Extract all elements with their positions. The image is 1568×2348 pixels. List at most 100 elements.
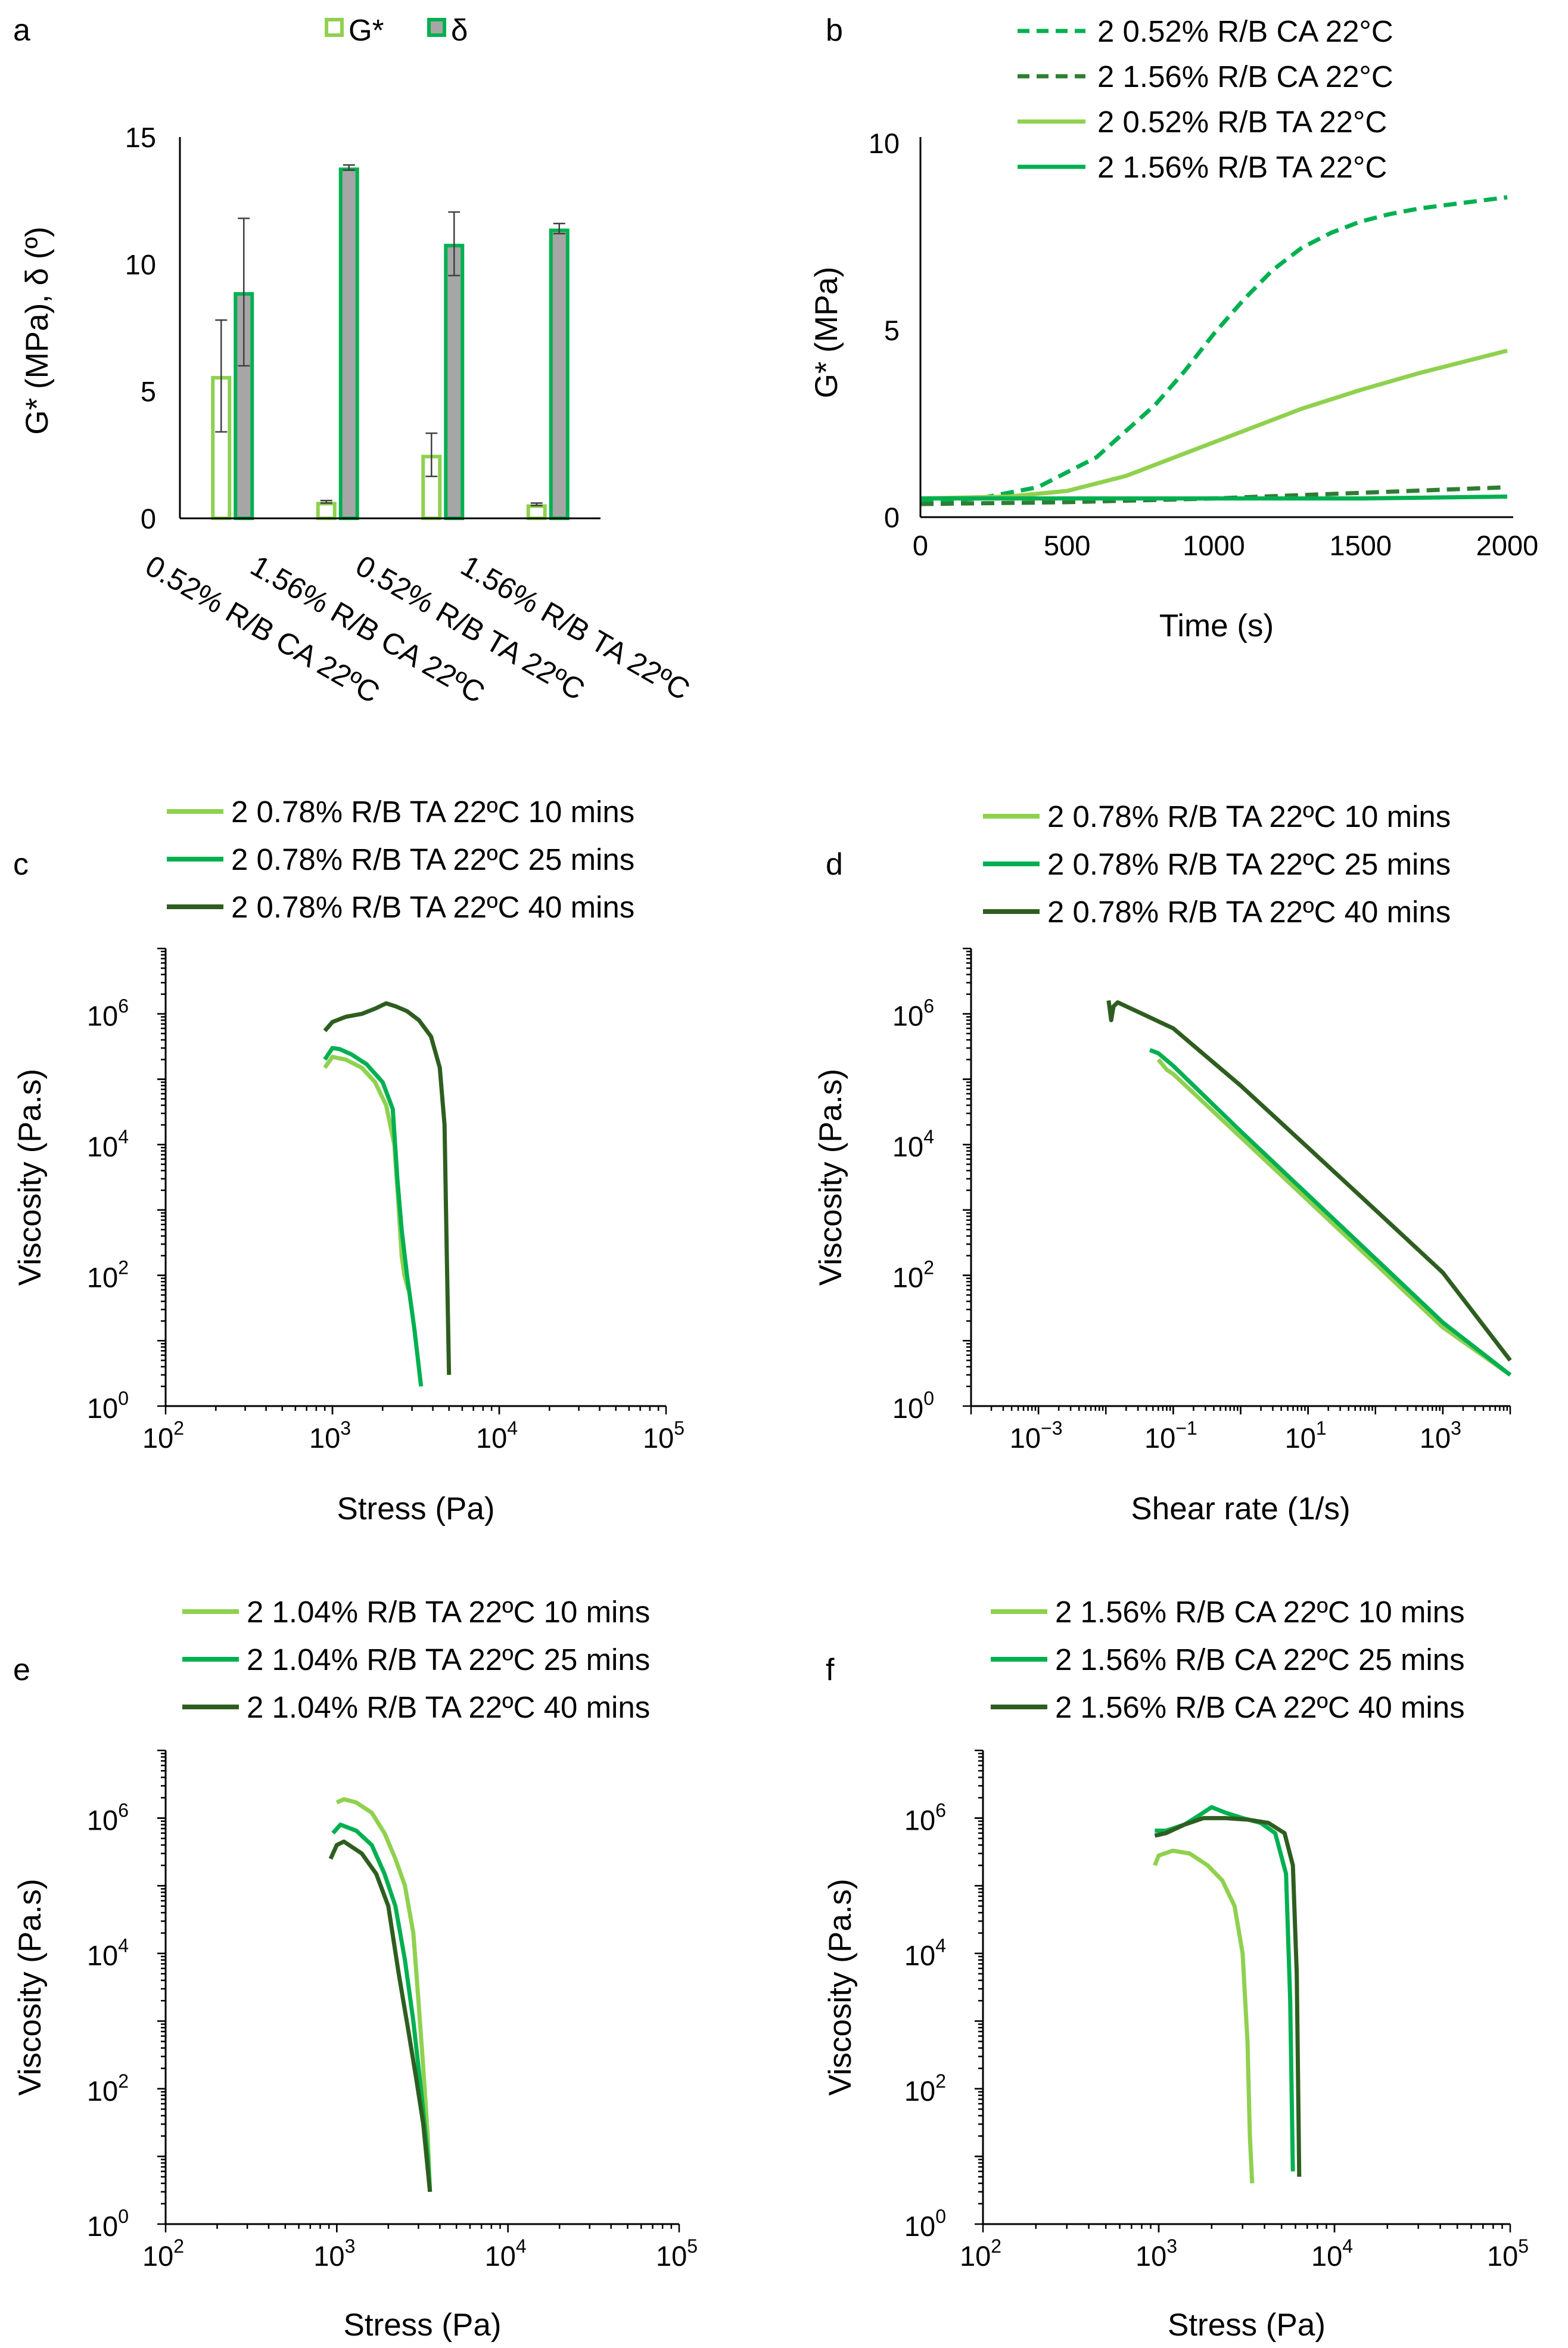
xtick-exponent: 4: [516, 2235, 527, 2257]
xtick-label: 2000: [1476, 530, 1539, 561]
panel-e-plot: [328, 1797, 433, 2192]
ytick-exponent: 2: [935, 2070, 946, 2092]
ytick-label: 102: [904, 2070, 946, 2107]
ytick-label: 106: [892, 996, 934, 1032]
panel-d-label: d: [826, 847, 843, 882]
panel-a-legend: G* δ: [325, 13, 468, 47]
ytick-label: 100: [87, 2206, 129, 2242]
ytick-label: 5: [884, 315, 900, 346]
panel-a-ylabel: G* (MPa), δ (º): [20, 226, 55, 434]
legend-label: 2 0.78% R/B TA 22ºC 40 mins: [231, 890, 634, 924]
xtick-exponent: −1: [1175, 1417, 1197, 1439]
xtick-label: 103: [1135, 2235, 1177, 2272]
bar-g-star: [316, 502, 337, 520]
xtick-exponent: 2: [173, 2235, 184, 2257]
ytick-label: 100: [904, 2206, 946, 2242]
xtick-label: 10−3: [1010, 1417, 1063, 1454]
panel-e-label: e: [13, 1653, 30, 1687]
xtick-exponent: 4: [507, 1417, 518, 1439]
ytick-label: 102: [87, 1257, 129, 1293]
panel-f-ylabel: Viscosity (Pa.s): [823, 1879, 858, 2095]
ytick-label: 102: [892, 1257, 934, 1293]
panel-a: a G* δ G* (MPa), δ (º) 0 5 10 15 0.52% R…: [13, 13, 696, 710]
legend-swatch-delta: [427, 18, 446, 37]
ytick-exponent: 2: [118, 2070, 129, 2092]
legend-label: 2 0.52% R/B CA 22°C: [1097, 14, 1393, 48]
xtick-exponent: 3: [1451, 1417, 1461, 1439]
panel-e-xlabel: Stress (Pa): [343, 2307, 501, 2343]
series-line: [1106, 1000, 1512, 1362]
legend-label: 2 0.78% R/B TA 22ºC 40 mins: [1047, 895, 1451, 929]
series-line: [328, 1839, 433, 2192]
panel-b-xlabel: Time (s): [1159, 608, 1274, 643]
xtick-label: 105: [1487, 2235, 1529, 2272]
xtick-label: 102: [960, 2235, 1001, 2272]
legend-label: 2 0.78% R/B TA 22ºC 10 mins: [1047, 800, 1451, 834]
ytick-label: 100: [87, 1388, 129, 1424]
series-line: [323, 1055, 410, 1290]
xtick-label: 101: [1285, 1417, 1327, 1454]
ytick-exponent: 4: [118, 1126, 129, 1147]
bar-delta: [549, 228, 570, 520]
series-line: [1154, 1816, 1302, 2177]
ytick-label: 0: [141, 503, 156, 534]
series-line: [920, 349, 1508, 501]
xtick-label: 1000: [1183, 530, 1245, 561]
bar-delta: [338, 167, 359, 520]
legend-label: 2 1.56% R/B CA 22°C: [1097, 60, 1393, 94]
xtick-label: 0: [913, 530, 928, 561]
ytick-exponent: 6: [118, 1800, 129, 1821]
series-line: [1153, 1848, 1255, 2184]
panel-e: e 2 1.04% R/B TA 22ºC 10 mins 2 1.04% R/B …: [13, 1595, 698, 2343]
legend-swatch-g: [325, 18, 344, 37]
xtick-exponent: −3: [1041, 1417, 1062, 1439]
series-line: [1155, 1805, 1295, 2172]
ytick-label: 15: [125, 122, 156, 153]
ytick-label: 104: [892, 1126, 934, 1162]
panel-f: f 2 1.56% R/B CA 22ºC 10 mins 2 1.56% R/B …: [823, 1595, 1529, 2343]
series-line: [920, 495, 1508, 501]
panel-a-label: a: [13, 13, 30, 48]
ytick-exponent: 4: [923, 1126, 934, 1147]
ytick-label: 10: [125, 248, 156, 280]
panel-d-xlabel: Shear rate (1/s): [1131, 1491, 1350, 1526]
ytick-exponent: 4: [935, 1935, 946, 1957]
panel-c: c 2 0.78% R/B TA 22ºC 10 mins 2 0.78% R/B …: [13, 795, 685, 1526]
panel-d: d 2 0.78% R/B TA 22ºC 10 mins 2 0.78% R/B …: [813, 800, 1512, 1526]
panel-d-plot: [1106, 1000, 1512, 1377]
xtick-label: 104: [1311, 2235, 1353, 2272]
xtick-exponent: 5: [687, 2235, 698, 2257]
ytick-exponent: 0: [118, 2206, 129, 2227]
ytick-label: 100: [892, 1388, 934, 1424]
panel-b-plot: [920, 195, 1508, 506]
xtick-label: 10−1: [1144, 1417, 1197, 1454]
ytick-exponent: 2: [923, 1257, 934, 1279]
panel-b-legend: 2 0.52% R/B CA 22°C 2 1.56% R/B CA 22°C …: [1018, 14, 1393, 184]
bar-delta: [444, 244, 465, 520]
ytick-label: 104: [87, 1126, 129, 1162]
ytick-label: 0: [884, 502, 900, 533]
panel-b-xticks: 0 500 1000 1500 2000: [913, 530, 1538, 561]
legend-label: 2 1.04% R/B TA 22ºC 10 mins: [247, 1595, 650, 1629]
legend-label-g: G*: [349, 13, 384, 47]
series-line: [323, 1001, 452, 1375]
ytick-exponent: 0: [923, 1388, 934, 1409]
ytick-exponent: 0: [118, 1388, 129, 1409]
xtick-label: 103: [313, 2235, 355, 2272]
legend-label-delta: δ: [451, 13, 468, 47]
ytick-exponent: 6: [923, 996, 934, 1017]
ytick-label: 104: [87, 1935, 129, 1971]
xtick-exponent: 3: [340, 1417, 351, 1439]
panel-f-label: f: [826, 1653, 835, 1687]
ytick-exponent: 2: [118, 1257, 129, 1279]
panel-c-ylabel: Viscosity (Pa.s): [13, 1069, 48, 1286]
xtick-label: 104: [476, 1417, 518, 1454]
xtick-label: 1500: [1329, 530, 1392, 561]
panel-e-ylabel: Viscosity (Pa.s): [13, 1879, 48, 2095]
ytick-label: 106: [87, 996, 129, 1032]
xtick-exponent: 3: [345, 2235, 356, 2257]
series-line: [323, 1046, 424, 1387]
xtick-label: 103: [1420, 1417, 1461, 1454]
series-line: [1156, 1058, 1512, 1377]
